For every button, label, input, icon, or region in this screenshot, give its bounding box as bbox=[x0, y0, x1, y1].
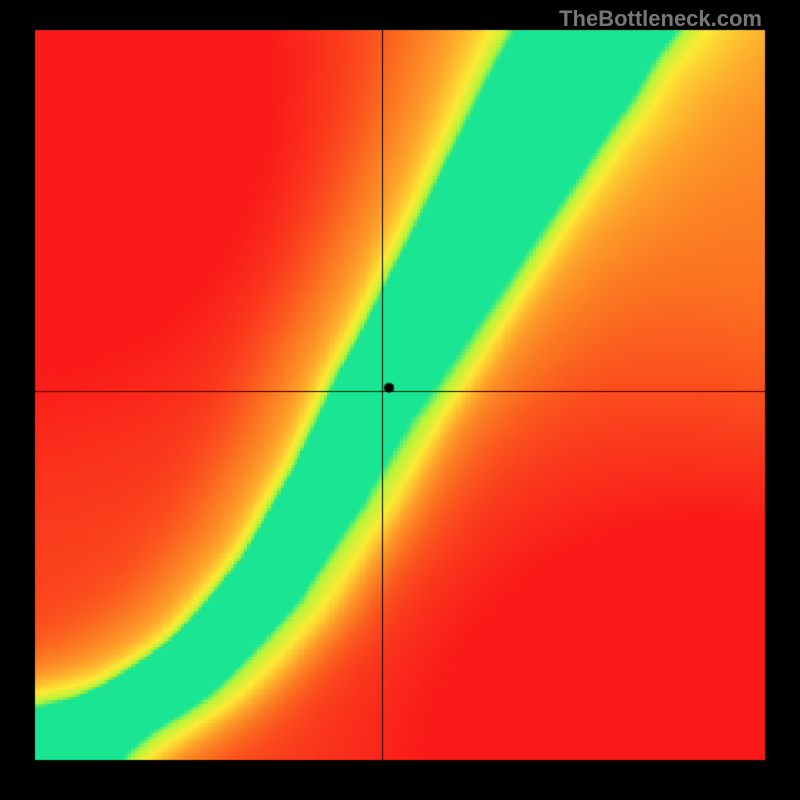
watermark-text: TheBottleneck.com bbox=[559, 6, 762, 32]
chart-container: TheBottleneck.com bbox=[0, 0, 800, 800]
heatmap-canvas bbox=[0, 0, 800, 800]
